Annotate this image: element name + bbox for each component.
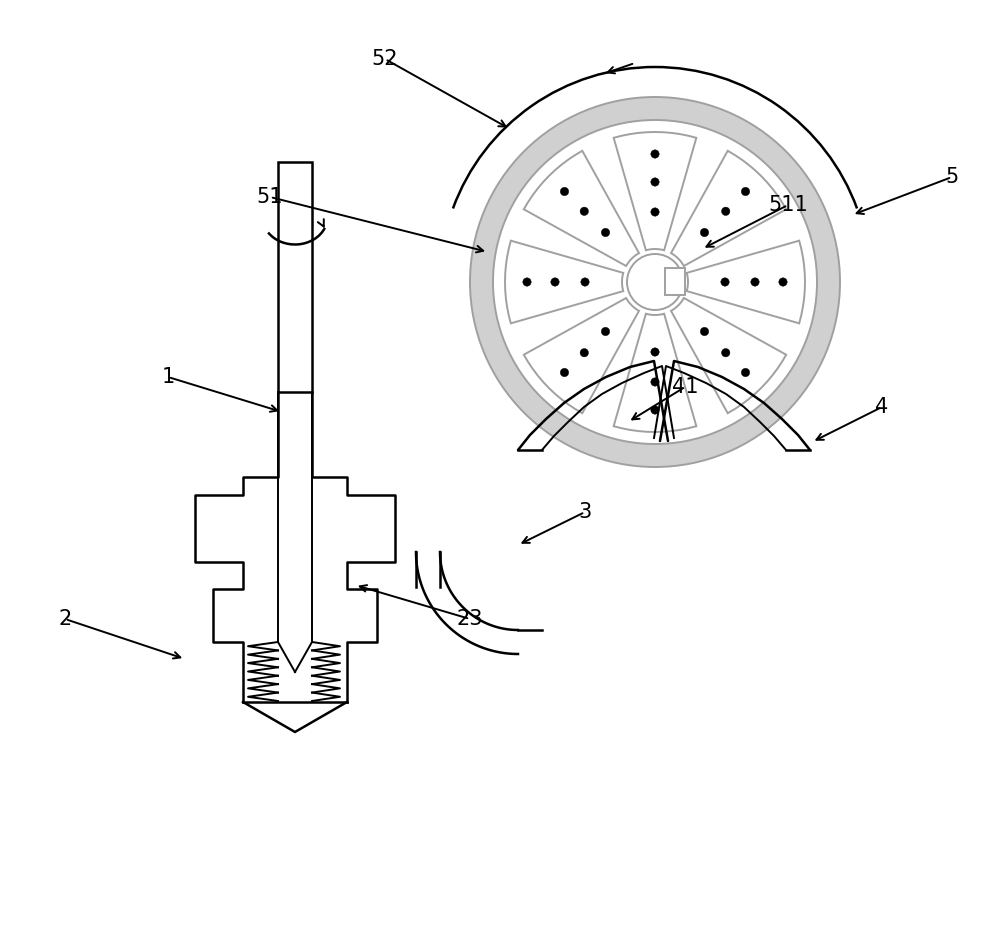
Circle shape — [627, 254, 683, 310]
Circle shape — [700, 228, 709, 237]
Polygon shape — [524, 151, 639, 266]
Text: 511: 511 — [768, 195, 808, 215]
Text: 1: 1 — [161, 367, 175, 387]
Polygon shape — [614, 313, 696, 432]
Circle shape — [560, 188, 569, 196]
Circle shape — [580, 348, 588, 357]
Circle shape — [551, 277, 559, 286]
Circle shape — [601, 228, 610, 237]
Circle shape — [470, 97, 840, 467]
Circle shape — [580, 207, 588, 216]
Text: 4: 4 — [875, 397, 889, 417]
Circle shape — [601, 328, 610, 335]
Text: 3: 3 — [578, 502, 592, 522]
Circle shape — [741, 368, 750, 377]
Text: 41: 41 — [672, 377, 698, 397]
Circle shape — [751, 277, 759, 286]
Circle shape — [651, 348, 659, 356]
Circle shape — [741, 188, 750, 196]
Text: 5: 5 — [945, 167, 959, 187]
Circle shape — [722, 348, 730, 357]
Polygon shape — [671, 151, 786, 266]
Polygon shape — [278, 162, 312, 392]
Circle shape — [722, 207, 730, 216]
Circle shape — [560, 368, 569, 377]
Text: 52: 52 — [372, 49, 398, 69]
Text: 2: 2 — [58, 609, 72, 629]
Circle shape — [493, 120, 817, 444]
Circle shape — [779, 277, 787, 286]
Circle shape — [651, 207, 659, 216]
Text: 23: 23 — [457, 609, 483, 629]
Polygon shape — [614, 132, 696, 250]
Circle shape — [700, 328, 709, 335]
Circle shape — [523, 277, 531, 286]
Polygon shape — [665, 268, 685, 295]
Circle shape — [651, 406, 659, 414]
Circle shape — [651, 378, 659, 386]
Polygon shape — [671, 298, 786, 413]
Circle shape — [581, 277, 589, 286]
Circle shape — [651, 150, 659, 158]
Polygon shape — [505, 241, 623, 323]
Polygon shape — [524, 298, 639, 413]
Polygon shape — [687, 241, 805, 323]
Text: 51: 51 — [257, 187, 283, 207]
Circle shape — [721, 277, 729, 286]
Circle shape — [651, 178, 659, 187]
